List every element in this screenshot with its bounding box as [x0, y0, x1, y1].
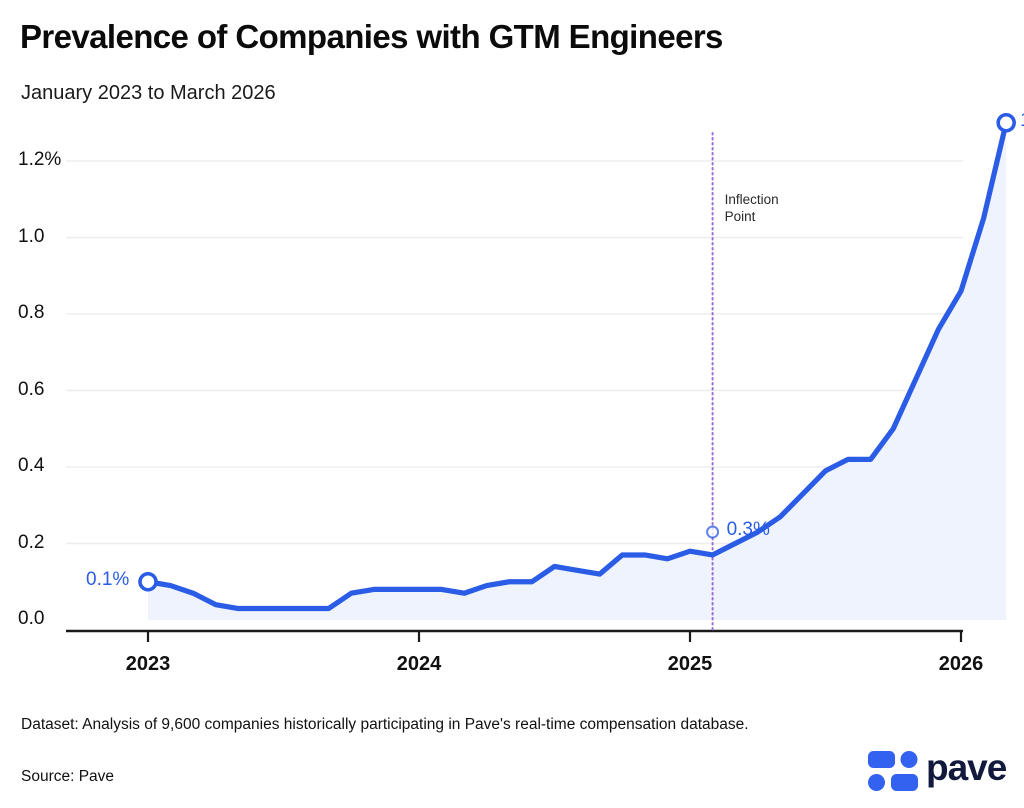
x-axis-tick-label: 2025	[667, 653, 713, 675]
x-axis-tick-label: 2024	[396, 653, 442, 675]
x-axis-tick-label: 2026	[938, 653, 984, 675]
inflection-annotation-line1: Inflection	[724, 192, 779, 207]
page-title: Prevalence of Companies with GTM Enginee…	[20, 18, 723, 55]
y-axis-tick-label: 1.2%	[18, 149, 62, 170]
chart-subtitle: January 2023 to March 2026	[21, 82, 276, 104]
y-axis-tick-label: 0.2	[18, 531, 45, 553]
y-axis-tick-label: 1.0	[18, 225, 45, 247]
y-axis-tick-label: 0.6	[18, 378, 45, 400]
y-axis-tick-label: 0.8	[18, 302, 45, 323]
dataset-note: Dataset: Analysis of 9,600 companies his…	[21, 716, 749, 733]
inflection-point-annotation: Inflection Point	[725, 191, 779, 225]
inflection-annotation-line2: Point	[724, 209, 756, 224]
chart-plot-area	[66, 112, 1016, 642]
start-value-label: 0.1%	[86, 568, 130, 590]
end-value-label: 1.3%	[1020, 110, 1024, 132]
pave-logo: pave	[868, 747, 1010, 794]
inflection-value-label: 0.3%	[726, 519, 770, 541]
source-note: Source: Pave	[21, 768, 115, 785]
pave-wordmark: pave	[926, 747, 1007, 788]
y-axis-tick-label: 0.0	[18, 608, 45, 629]
pave-logo-mark-icon	[868, 751, 918, 791]
y-axis-tick-label: 0.4	[18, 455, 45, 476]
x-axis-tick-label: 2023	[125, 653, 171, 675]
